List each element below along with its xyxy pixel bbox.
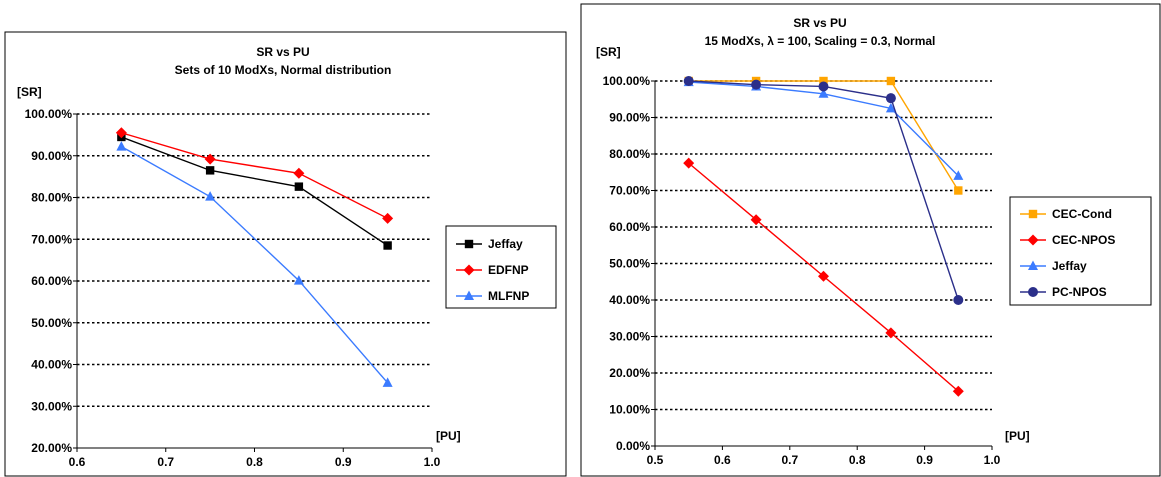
chart-2-xlabel: [PU] (1005, 429, 1030, 443)
data-point (204, 153, 216, 165)
data-point (885, 102, 896, 113)
x-tick-label: 0.7 (157, 455, 174, 469)
y-tick-label: 20.00% (31, 441, 72, 455)
y-tick-label: 90.00% (609, 111, 650, 125)
data-point (383, 241, 392, 250)
legend-marker (463, 264, 475, 276)
data-point (205, 191, 216, 201)
x-tick-label: 0.9 (335, 455, 352, 469)
data-point (819, 76, 828, 86)
data-point (293, 167, 305, 179)
y-tick-label: 70.00% (31, 232, 72, 246)
x-tick-label: 0.6 (69, 455, 86, 469)
legend-label: PC-NPOS (1052, 285, 1107, 299)
y-tick-label: 10.00% (609, 403, 650, 417)
y-tick-label: 80.00% (31, 191, 72, 205)
data-point (953, 170, 964, 180)
series-line (121, 145, 389, 384)
data-point (382, 212, 394, 224)
chart-1-legend-box (445, 225, 557, 309)
y-tick-label: 20.00% (609, 366, 650, 380)
data-point (683, 76, 694, 86)
data-point (818, 270, 829, 282)
y-tick-label: 80.00% (609, 147, 650, 161)
y-tick-label: 60.00% (609, 220, 650, 234)
chart-1-ylabel: [SR] (17, 85, 42, 99)
y-tick-label: 60.00% (31, 274, 72, 288)
y-tick-label: 40.00% (609, 293, 650, 307)
data-point (115, 127, 127, 139)
y-tick-label: 70.00% (609, 184, 650, 198)
legend-marker (1028, 287, 1038, 297)
y-tick-label: 50.00% (609, 257, 650, 271)
chart-2-subtitle: 15 ModXs, λ = 100, Scaling = 0.3, Normal (705, 34, 936, 48)
legend-marker (1027, 234, 1039, 246)
legend-marker (464, 239, 474, 249)
data-point (953, 295, 964, 305)
y-tick-label: 100.00% (25, 107, 73, 121)
chart-1-title: SR vs PU (256, 45, 309, 59)
x-tick-label: 0.7 (781, 453, 798, 467)
data-point (293, 275, 304, 285)
data-point (683, 157, 695, 169)
x-tick-label: 0.9 (916, 453, 933, 467)
data-point (294, 182, 304, 191)
y-tick-label: 40.00% (31, 358, 72, 372)
data-point (885, 327, 897, 339)
y-tick-label: 30.00% (31, 399, 72, 413)
data-point (818, 81, 829, 92)
y-tick-label: 100.00% (603, 74, 651, 88)
legend-label: Jeffay (1052, 259, 1087, 273)
chart-2-title: SR vs PU (793, 16, 846, 30)
data-point (952, 385, 964, 397)
legend-label: Jeffay (488, 237, 523, 251)
data-point (818, 88, 829, 98)
data-point (382, 377, 393, 387)
y-tick-label: 50.00% (31, 316, 72, 330)
data-point (205, 166, 215, 175)
y-tick-label: 0.00% (616, 439, 650, 453)
series-line (121, 132, 388, 219)
data-point (751, 79, 762, 90)
legend-label: EDFNP (488, 263, 529, 277)
data-point (954, 186, 963, 195)
chart-1-subtitle: Sets of 10 ModXs, Normal distribution (175, 63, 392, 77)
y-tick-label: 30.00% (609, 330, 650, 344)
legend-label: CEC-Cond (1052, 207, 1112, 221)
chart-1-xlabel: [PU] (436, 429, 461, 443)
x-tick-label: 0.8 (849, 453, 866, 467)
legend-marker (1028, 209, 1038, 219)
x-tick-label: 0.5 (647, 453, 664, 467)
data-point (885, 93, 896, 104)
data-point (750, 214, 762, 226)
y-tick-label: 90.00% (31, 149, 72, 163)
series-line (121, 136, 389, 247)
x-tick-label: 0.8 (246, 455, 263, 469)
x-tick-label: 0.6 (714, 453, 731, 467)
legend-marker (464, 290, 474, 300)
legend-label: CEC-NPOS (1052, 233, 1115, 247)
chart-2-ylabel: [SR] (596, 45, 621, 59)
legend-marker (1028, 260, 1038, 270)
data-point (886, 76, 896, 86)
legend-label: MLFNP (488, 289, 529, 303)
x-tick-label: 1.0 (424, 455, 441, 469)
x-tick-label: 1.0 (984, 453, 1001, 467)
data-point (116, 141, 127, 151)
